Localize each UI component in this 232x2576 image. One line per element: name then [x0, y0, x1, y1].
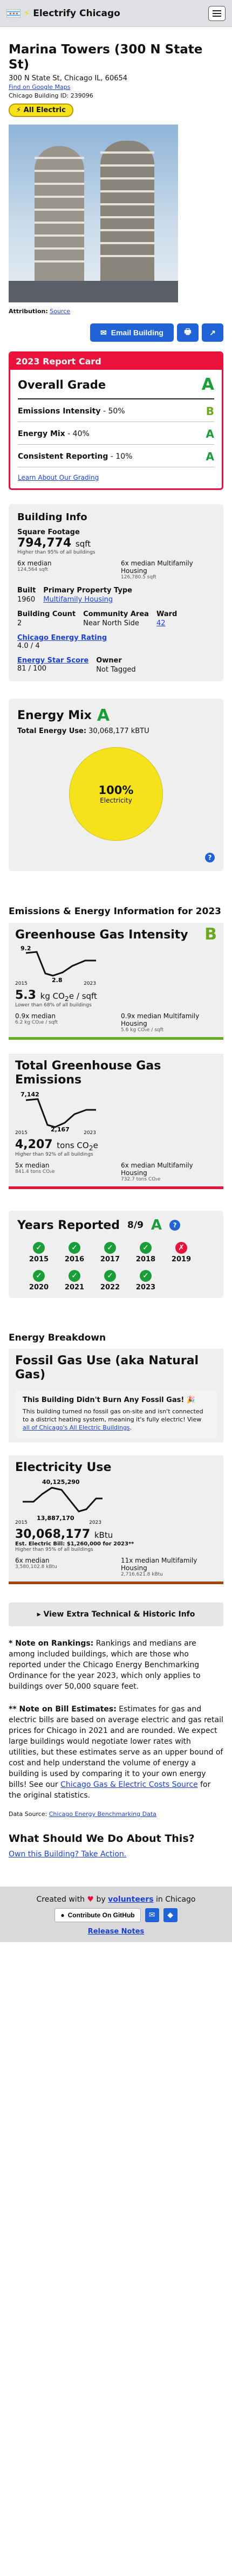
energy-mix-pie: 100% Electricity — [69, 747, 163, 841]
release-notes-link[interactable]: Release Notes — [87, 1928, 145, 1936]
electricity-use-card: Electricity Use 40,125,290 13,887,170 20… — [9, 1455, 223, 1584]
spark-start-value: 9.2 — [21, 945, 31, 952]
rankings-note: * Note on Rankings: Rankings and medians… — [9, 1639, 201, 1691]
google-maps-link[interactable]: Find on Google Maps — [9, 84, 71, 91]
spark-min-value: 2,167 — [51, 1126, 70, 1132]
grade-row-emissions: Emissions Intensity - 50% B — [18, 399, 214, 422]
created-by: Created with ♥ by volunteers in Chicago — [36, 1895, 196, 1904]
volunteers-link[interactable]: volunteers — [108, 1895, 154, 1904]
year-reported-2016: ✓ 2016 — [60, 1242, 88, 1263]
spark-max-value: 40,125,290 — [42, 1479, 80, 1486]
property-type-link[interactable]: Multifamily Housing — [43, 596, 113, 604]
year-reported-2023: ✓ 2023 — [132, 1270, 160, 1292]
years-grid: ✓ 2015 ✓ 2016 ✓ 2017 ✓ 2018 ✗ 2019 ✓ 2020 ✓ 2021 ✓ 2022… — [25, 1242, 215, 1292]
action-buttons: ✉ Email Building 🖶 ↗ — [9, 323, 223, 342]
share-icon: ↗ — [209, 328, 216, 337]
check-icon: ✓ — [33, 1242, 45, 1254]
year-reported-2022: ✓ 2022 — [96, 1270, 124, 1292]
ghg-total-card: Total Greenhouse Gas Emissions 7,142 2,1… — [9, 1054, 223, 1189]
costs-source-link[interactable]: Chicago Gas & Electric Costs Source — [60, 1780, 198, 1789]
triangle-right-icon: ▸ — [37, 1610, 44, 1619]
print-button[interactable]: 🖶 — [177, 323, 199, 342]
building-address: 300 N State St, Chicago IL, 60654 — [9, 74, 128, 82]
energy-breakdown-heading: Energy Breakdown — [9, 1332, 106, 1343]
emissions-heading: Emissions & Energy Information for 2023 — [9, 906, 221, 917]
what-to-do-section: What Should We Do About This? Own this B… — [9, 1833, 195, 1859]
check-icon: ✓ — [140, 1242, 152, 1254]
brand-name: Electrify Chicago — [33, 8, 120, 19]
data-source: Data Source: Chicago Energy Benchmarking… — [9, 1811, 156, 1818]
tower-right — [100, 141, 154, 302]
data-source-link[interactable]: Chicago Energy Benchmarking Data — [49, 1811, 156, 1818]
check-icon: ✓ — [140, 1270, 152, 1282]
all-electric-badge[interactable]: ⚡ All Electric — [9, 103, 73, 117]
report-card-title: 2023 Report Card — [10, 353, 222, 370]
printer-icon: 🖶 — [184, 327, 192, 336]
check-icon: ✓ — [33, 1270, 45, 1282]
bolt-icon: ⚡ — [16, 106, 22, 114]
overall-grade-row: Overall Grade A — [18, 375, 214, 399]
all-electric-notice: This Building Didn't Burn Any Fossil Gas… — [15, 1390, 217, 1438]
photo-attribution: Attribution: Source — [9, 308, 71, 315]
fossil-gas-card: Fossil Gas Use (aka Natural Gas) This Bu… — [9, 1349, 223, 1442]
year-reported-2021: ✓ 2021 — [60, 1270, 88, 1292]
mastodon-icon[interactable]: ✉ — [145, 1908, 159, 1922]
year-reported-2018: ✓ 2018 — [132, 1242, 160, 1263]
hamburger-icon[interactable] — [208, 5, 226, 21]
grade-row-energy-mix: Energy Mix - 40% A — [18, 422, 214, 445]
chicago-flag-icon: ✶ ✶ ✶ — [6, 9, 21, 18]
heart-icon: ♥ — [87, 1895, 94, 1904]
energy-mix-card: Energy Mix A Total Energy Use: 30,068,17… — [9, 699, 223, 871]
github-button[interactable]: ● Contribute On GitHub — [54, 1908, 141, 1922]
email-building-button[interactable]: ✉ Email Building — [90, 323, 174, 342]
x-icon: ✗ — [175, 1242, 187, 1254]
view-extra-info-button[interactable]: ▸ View Extra Technical & Historic Info — [9, 1603, 223, 1626]
year-reported-2019: ✗ 2019 — [167, 1242, 195, 1263]
spark-min-value: 13,887,170 — [37, 1515, 74, 1522]
energy-star-link[interactable]: Energy Star Score — [17, 657, 89, 665]
building-id: Chicago Building ID: 239096 — [9, 92, 93, 99]
social-icon[interactable]: ◆ — [163, 1908, 178, 1922]
check-icon: ✓ — [69, 1242, 80, 1254]
share-button[interactable]: ↗ — [202, 323, 223, 342]
check-icon: ✓ — [104, 1270, 116, 1282]
help-icon[interactable]: ? — [169, 1220, 181, 1231]
ghg-intensity-card: Greenhouse Gas Intensity B 9.2 2.8 2015 2… — [9, 923, 223, 1040]
check-icon: ✓ — [104, 1242, 116, 1254]
report-card: 2023 Report Card Overall Grade A Emissio… — [9, 351, 223, 490]
attribution-source-link[interactable]: Source — [50, 308, 71, 315]
tower-left — [35, 146, 84, 302]
ground-buildings — [9, 281, 178, 302]
building-title: Marina Towers (300 N State St) — [9, 43, 203, 72]
grade-row-reporting: Consistent Reporting - 10% A — [18, 445, 214, 467]
years-reported-card: Years Reported 8/9 A ? ✓ 2015 ✓ 2016 ✓ 2017 ✓ 2… — [9, 1211, 223, 1298]
all-electric-buildings-link[interactable]: all of Chicago's All Electric Buildings — [23, 1424, 130, 1431]
energy-rating-link[interactable]: Chicago Energy Rating — [17, 634, 107, 642]
top-navbar: ✶ ✶ ✶ ⚡ Electrify Chicago — [0, 0, 232, 27]
year-reported-2015: ✓ 2015 — [25, 1242, 53, 1263]
spark-start-value: 7,142 — [21, 1091, 39, 1098]
ghg-intensity-sparkline: 9.2 2.8 — [21, 945, 96, 983]
electricity-sparkline: 40,125,290 13,887,170 — [23, 1479, 103, 1522]
year-reported-2020: ✓ 2020 — [25, 1270, 53, 1292]
learn-grading-link[interactable]: Learn About Our Grading — [18, 474, 99, 481]
brand-logo[interactable]: ✶ ✶ ✶ ⚡ Electrify Chicago — [6, 8, 120, 19]
overall-grade: A — [201, 375, 214, 394]
building-photo — [9, 125, 178, 302]
envelope-icon: ✉ — [100, 328, 107, 337]
footer: Created with ♥ by volunteers in Chicago … — [0, 1887, 232, 1942]
square-footage-value: 794,774 sqft — [17, 536, 91, 550]
building-info: Building Info Square Footage 794,774 sqf… — [9, 504, 223, 681]
bill-estimates-note: ** Note on Bill Estimates: Estimates for… — [9, 1705, 223, 1800]
take-action-link[interactable]: Own this Building? Take Action. — [9, 1850, 127, 1859]
bolt-icon: ⚡ — [24, 8, 30, 18]
ward-link[interactable]: 42 — [156, 619, 166, 627]
github-icon: ● — [60, 1911, 65, 1919]
year-reported-2017: ✓ 2017 — [96, 1242, 124, 1263]
ghg-total-sparkline: 7,142 2,167 — [21, 1091, 96, 1132]
help-icon[interactable]: ? — [205, 853, 215, 862]
spark-min-value: 2.8 — [52, 977, 63, 983]
check-icon: ✓ — [69, 1270, 80, 1282]
